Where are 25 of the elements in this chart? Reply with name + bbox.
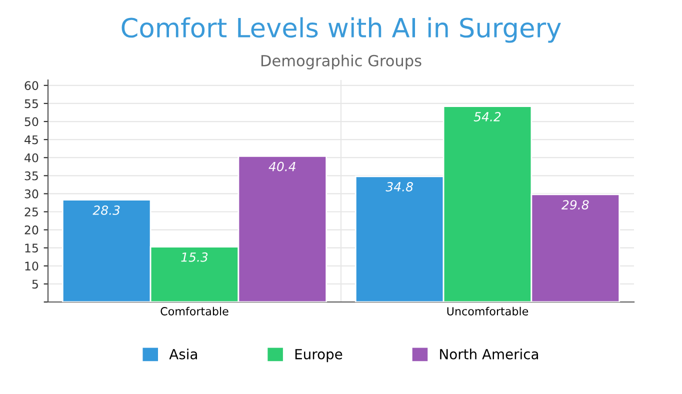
chart-subtitle: Demographic Groups [261, 54, 422, 70]
legend-label: Europe [295, 349, 342, 362]
y-tick-label: 40 [24, 153, 38, 162]
y-tick-label: 10 [25, 262, 38, 271]
data-label: 34.8 [386, 182, 413, 192]
y-tick-label: 15 [25, 244, 38, 253]
y-tick-label: 45 [24, 135, 38, 144]
y-tick-label: 50 [24, 117, 38, 126]
data-label: 28.3 [92, 205, 120, 215]
y-tick-label: 25 [24, 207, 38, 216]
y-tick-label: 55 [24, 99, 38, 108]
data-label: 15.3 [181, 252, 208, 262]
y-tick-label: 60 [24, 81, 38, 90]
y-tick-label: 20 [24, 226, 38, 234]
y-tick-label: 35 [24, 171, 38, 180]
legend-label: North America [440, 348, 538, 360]
y-tick-label: 5 [32, 280, 38, 289]
data-label: 54.2 [474, 112, 501, 122]
chart-title: Comfort Levels with AI in Surgery [122, 17, 561, 43]
x-tick-label: Comfortable [160, 306, 228, 316]
y-tick-label: 30 [24, 189, 38, 198]
legend-label: Asia [169, 348, 197, 360]
x-tick-label: Uncomfortable [447, 306, 528, 316]
data-label: 40.4 [268, 162, 296, 172]
data-label: 29.8 [562, 200, 589, 210]
